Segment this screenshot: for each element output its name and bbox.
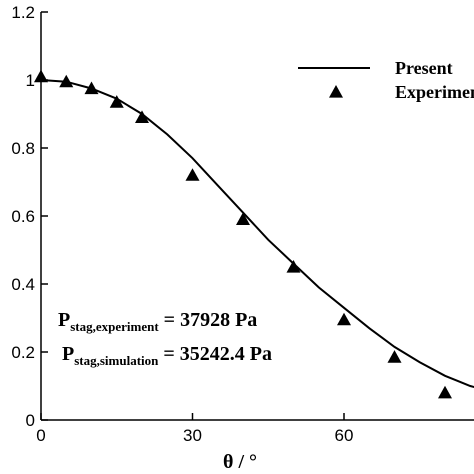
data-point xyxy=(387,350,402,363)
y-tick-label: 1 xyxy=(26,71,35,90)
annotation-subscript: stag,experiment xyxy=(70,319,159,334)
y-tick-label: 0.8 xyxy=(11,139,35,158)
annotation-base: P xyxy=(58,309,70,331)
y-tick-label: 0.4 xyxy=(11,275,35,294)
x-tick-label: 30 xyxy=(183,426,202,445)
data-point xyxy=(135,110,149,123)
data-point xyxy=(185,168,200,181)
legend-label: Experiment xyxy=(395,82,474,102)
data-point xyxy=(109,95,124,108)
annotation: Pstag,simulation = 35242.4 Pa xyxy=(62,343,272,368)
annotation-base: P xyxy=(62,343,74,365)
legend-marker xyxy=(329,85,343,98)
annotation-text: = 35242.4 Pa xyxy=(158,343,272,365)
y-tick-label: 0.2 xyxy=(11,343,35,362)
data-point xyxy=(34,69,48,83)
y-tick-label: 0.6 xyxy=(11,207,35,226)
data-point xyxy=(337,312,351,326)
data-point xyxy=(438,385,452,399)
x-tick-label: 0 xyxy=(36,426,45,445)
x-axis-title: θ / ° xyxy=(223,451,257,473)
annotation-text: = 37928 Pa xyxy=(159,309,258,331)
y-tick-label: 1.2 xyxy=(11,3,35,22)
data-point xyxy=(59,74,74,88)
data-point xyxy=(236,212,250,225)
data-point xyxy=(84,81,99,95)
annotation-subscript: stag,simulation xyxy=(74,353,159,368)
y-tick-label: 0 xyxy=(26,411,35,430)
annotation: Pstag,experiment = 37928 Pa xyxy=(58,309,257,334)
legend-label: Present xyxy=(395,58,453,78)
data-point xyxy=(286,260,301,273)
x-tick-label: 60 xyxy=(335,426,354,445)
